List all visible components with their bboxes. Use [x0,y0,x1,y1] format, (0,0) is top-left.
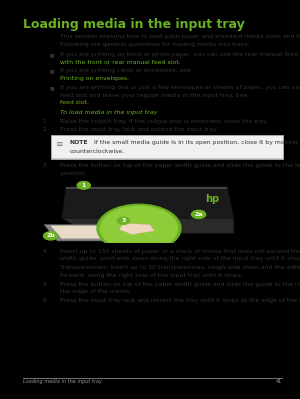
Polygon shape [44,225,154,241]
Text: Printing on envelopes.: Printing on envelopes. [60,76,129,81]
Text: 1: 1 [42,119,46,124]
Text: Following are general guidelines for loading media into trays:: Following are general guidelines for loa… [60,42,250,47]
Text: 2a: 2a [194,212,203,217]
Text: Transparencies: insert up to 30 transparencies, rough-side down and the adhesive: Transparencies: insert up to 30 transpar… [60,265,300,270]
Circle shape [77,182,90,189]
Circle shape [44,232,58,240]
Circle shape [100,206,178,251]
Polygon shape [62,187,234,218]
Text: with the front or rear manual feed slot.: with the front or rear manual feed slot. [60,59,181,65]
Text: Press the input tray lock and retract the tray until it stops at the edge of the: Press the input tray lock and retract th… [60,298,300,303]
Text: Insert up to 150 sheets of paper or a stack of media that does not exceed the he: Insert up to 150 sheets of paper or a st… [60,249,300,254]
Text: Press the button on top of the paper width guide and slide the guide to the righ: Press the button on top of the paper wid… [60,282,300,287]
Text: position.: position. [60,171,87,176]
Text: feed slot.: feed slot. [60,100,89,105]
Polygon shape [119,223,154,235]
Text: feed slot and leave your regular media in the input tray. See: feed slot and leave your regular media i… [60,93,250,97]
Polygon shape [51,226,146,239]
Text: hp: hp [205,194,219,204]
Text: If you are printing cards or envelopes, see: If you are printing cards or envelopes, … [60,68,193,73]
Text: the edge of the media.: the edge of the media. [60,289,131,294]
Text: 41: 41 [276,379,283,385]
Text: 1: 1 [82,183,86,188]
Text: Loading media in the input tray: Loading media in the input tray [23,18,245,31]
Text: 3: 3 [121,218,126,223]
Text: 6: 6 [42,298,46,303]
Text: Press the button on top of the paper width guide and slide the guide to the left: Press the button on top of the paper wid… [60,163,300,168]
Text: 4: 4 [42,249,46,254]
Text: 2b: 2b [46,233,55,238]
Text: If you are printing one or just a few envelopes or sheets of paper, you can use : If you are printing one or just a few en… [60,85,300,90]
Text: Press the input tray lock and extend the input tray.: Press the input tray lock and extend the… [60,127,218,132]
Text: This section explains how to load plain paper and standard media sizes and types: This section explains how to load plain … [60,34,300,40]
Text: NOTE: NOTE [70,140,88,145]
Text: ■: ■ [50,68,54,73]
Text: ■: ■ [50,85,54,90]
Text: If you are printing on thick or photo paper, you can use the rear manual feed sl: If you are printing on thick or photo pa… [60,52,300,57]
Circle shape [117,217,130,224]
Text: Loading media in the input tray: Loading media in the input tray [23,379,102,385]
Circle shape [97,204,181,252]
Polygon shape [62,218,234,233]
Text: width guide, print-side down along the right side of the input tray until it sto: width guide, print-side down along the r… [60,257,300,261]
Text: counterclockwise.: counterclockwise. [70,149,125,154]
Text: ≡: ≡ [55,140,63,150]
Text: 3: 3 [42,163,46,168]
Polygon shape [66,187,227,189]
Text: ■: ■ [50,52,54,57]
Text: To load media in the input tray: To load media in the input tray [60,110,158,115]
Text: forward, along the right side of the input tray until it stops.: forward, along the right side of the inp… [60,273,243,278]
Text: If the small media guide is in its open position, close it by moving it 90: If the small media guide is in its open … [90,140,300,145]
Text: 5: 5 [42,282,46,287]
Text: 2: 2 [42,127,46,132]
Circle shape [191,210,206,218]
FancyBboxPatch shape [51,135,283,159]
Text: Raise the output tray. If the output tray is extended, close the tray.: Raise the output tray. If the output tra… [60,119,268,124]
